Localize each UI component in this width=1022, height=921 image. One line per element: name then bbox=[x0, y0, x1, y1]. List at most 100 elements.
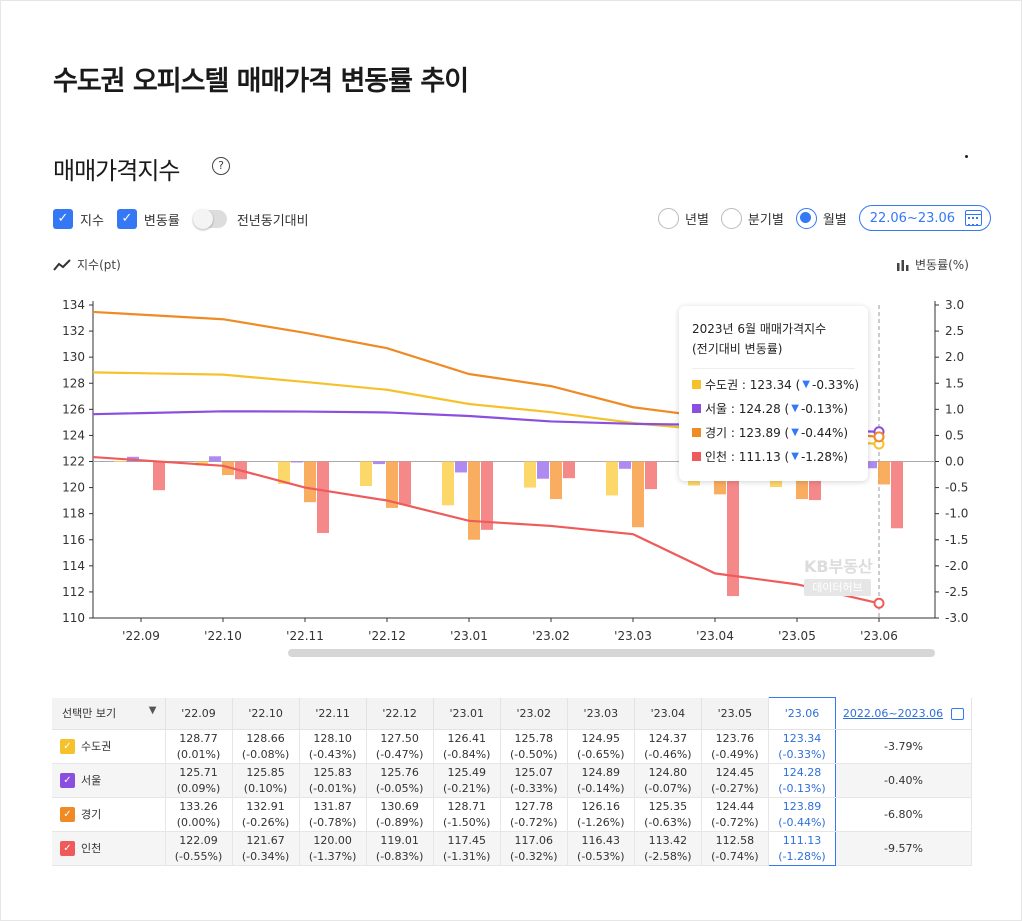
right-tick-label: -3.0 bbox=[945, 611, 968, 625]
change-bar bbox=[645, 461, 657, 490]
right-tick-label: -0.5 bbox=[945, 481, 968, 495]
change-checkbox[interactable]: ✓ bbox=[116, 209, 137, 229]
left-tick-label: 114 bbox=[62, 559, 85, 573]
cell-value: 125.71 bbox=[179, 765, 218, 779]
table-cell: 126.16 (-1.26%) bbox=[567, 797, 635, 832]
tooltip-item-prefix: 경기 : 123.89 ( bbox=[705, 426, 790, 440]
cell-change: (-0.34%) bbox=[241, 849, 290, 863]
help-icon[interactable]: ? bbox=[212, 157, 230, 175]
tooltip-item-suffix: -0.33%) bbox=[811, 377, 860, 392]
cell-value: 122.09 bbox=[179, 833, 218, 847]
column-header: '23.03 bbox=[567, 697, 635, 730]
cell-change: (-0.33%) bbox=[510, 781, 558, 795]
row-region-cell[interactable]: ✓ 서울 bbox=[52, 763, 166, 798]
row-region-cell[interactable]: ✓ 경기 bbox=[52, 797, 166, 832]
tooltip-item: 수도권 : 123.34 (▼ -0.33%) bbox=[692, 376, 859, 393]
cell-change: (-0.08%) bbox=[241, 747, 290, 761]
region-checkbox[interactable]: ✓ bbox=[60, 841, 75, 856]
yoy-toggle[interactable] bbox=[192, 209, 227, 229]
table-cell: 125.35 (-0.63%) bbox=[634, 797, 702, 832]
cell-value: 119.01 bbox=[380, 833, 419, 847]
cell-value: 127.50 bbox=[380, 731, 419, 745]
row-region-cell[interactable]: ✓ 수도권 bbox=[52, 729, 166, 764]
table-cell: 119.01 (-0.83%) bbox=[366, 831, 434, 866]
more-dot-icon[interactable] bbox=[965, 155, 968, 158]
cell-value: 123.76 bbox=[715, 731, 755, 745]
column-header: '23.04 bbox=[634, 697, 702, 730]
cell-change: (-0.44%) bbox=[778, 815, 826, 829]
cell-value: 125.49 bbox=[447, 765, 486, 779]
monthly-radio[interactable] bbox=[795, 207, 817, 229]
index-checkbox[interactable]: ✓ bbox=[53, 209, 73, 229]
cell-change: (-0.78%) bbox=[308, 815, 357, 829]
monthly-radio-label: 월별 bbox=[822, 212, 847, 228]
cell-change: (-0.65%) bbox=[577, 747, 625, 761]
cell-change: (-0.72%) bbox=[510, 815, 558, 829]
cell-change: (-0.74%) bbox=[711, 849, 759, 863]
table-cell: 127.78 (-0.72%) bbox=[500, 797, 568, 832]
cell-value: 121.67 bbox=[246, 833, 285, 847]
table-cell: 132.91 (-0.26%) bbox=[232, 797, 300, 832]
table-cell: 133.26 (0.00%) bbox=[165, 797, 233, 832]
region-checkbox[interactable]: ✓ bbox=[60, 739, 75, 754]
cell-value: 111.13 bbox=[782, 833, 822, 847]
down-arrow-icon: ▼ bbox=[791, 451, 799, 462]
cell-value: 131.87 bbox=[313, 799, 352, 813]
cell-value: 117.45 bbox=[447, 833, 486, 847]
table-row: ✓ 인천 122.09 (-0.55%) 121.67 (-0.34%) 120.00 (-1… bbox=[52, 831, 972, 866]
yearly-radio[interactable] bbox=[658, 207, 679, 229]
table-cell: 126.41 (-0.84%) bbox=[433, 729, 501, 764]
cell-change: (-0.21%) bbox=[442, 781, 491, 795]
cell-change: (-0.13%) bbox=[778, 781, 826, 795]
watermark-logo: KB부동산 bbox=[804, 557, 873, 576]
table-cell: 127.50 (-0.47%) bbox=[366, 729, 434, 764]
tooltip-swatch bbox=[692, 452, 701, 461]
series-point bbox=[873, 431, 885, 443]
cell-change: (-0.53%) bbox=[577, 849, 625, 863]
series-line bbox=[92, 455, 880, 605]
change-bar bbox=[550, 461, 562, 500]
chart-tooltip: 2023년 6월 매매가격지수 (전기대비 변동률) 수도권 : 123.34 … bbox=[679, 306, 868, 481]
right-tick-label: 0.5 bbox=[945, 428, 964, 442]
table-cell: 125.78 (-0.50%) bbox=[500, 729, 568, 764]
tooltip-title: 2023년 6월 매매가격지수 (전기대비 변동률) bbox=[692, 319, 826, 359]
table-row: ✓ 경기 133.26 (0.00%) 132.91 (-0.26%) 131.87 (-0.… bbox=[52, 797, 972, 832]
right-tick-label: -1.5 bbox=[945, 533, 968, 547]
change-bar bbox=[291, 461, 303, 463]
right-axis-caption: 변동률(%) bbox=[897, 256, 969, 273]
cell-change: (-0.47%) bbox=[375, 747, 424, 761]
tooltip-title-line1: 2023년 6월 매매가격지수 bbox=[692, 322, 827, 336]
right-tick-label: 2.0 bbox=[945, 350, 964, 364]
x-tick-label: '22.10 bbox=[204, 629, 242, 643]
right-tick-label: 3.0 bbox=[945, 298, 964, 312]
change-bar bbox=[317, 461, 329, 533]
select-filter-dropdown[interactable]: 선택만 보기 ▼ bbox=[52, 697, 166, 730]
change-bar bbox=[153, 461, 165, 491]
date-range-button[interactable]: 22.06~23.06 bbox=[858, 205, 992, 231]
cell-value: 120.00 bbox=[313, 833, 352, 847]
region-checkbox[interactable]: ✓ bbox=[60, 807, 75, 822]
left-tick-label: 128 bbox=[62, 376, 85, 390]
table-cell: 117.45 (-1.31%) bbox=[433, 831, 501, 866]
cell-change: (0.00%) bbox=[176, 815, 221, 829]
range-total-cell: -0.40% bbox=[835, 763, 972, 798]
table-cell: 124.80 (-0.07%) bbox=[634, 763, 702, 798]
watermark-sub: 데이터허브 bbox=[804, 579, 871, 596]
cell-change: (-0.27%) bbox=[711, 781, 759, 795]
table-row: ✓ 서울 125.71 (0.09%) 125.85 (0.10%) 125.83 (-0.0… bbox=[52, 763, 972, 798]
chart-scrollbar[interactable] bbox=[288, 649, 935, 657]
cell-change: (-0.72%) bbox=[711, 815, 759, 829]
row-region-cell[interactable]: ✓ 인천 bbox=[52, 831, 166, 866]
tooltip-swatch bbox=[692, 380, 701, 389]
cell-value: 124.95 bbox=[581, 731, 621, 745]
table-cell: 125.49 (-0.21%) bbox=[433, 763, 501, 798]
x-tick-label: '23.03 bbox=[614, 629, 652, 643]
region-checkbox[interactable]: ✓ bbox=[60, 773, 75, 788]
quarterly-radio[interactable] bbox=[720, 207, 742, 229]
cell-change: (-1.28%) bbox=[778, 849, 826, 863]
range-header-button[interactable]: 2022.06~2023.06 bbox=[835, 697, 972, 730]
change-bar bbox=[865, 461, 877, 469]
page-title: 수도권 오피스텔 매매가격 변동률 추이 bbox=[53, 66, 469, 97]
cell-value: 124.28 bbox=[782, 765, 822, 779]
table-cell: 112.58 (-0.74%) bbox=[701, 831, 769, 866]
